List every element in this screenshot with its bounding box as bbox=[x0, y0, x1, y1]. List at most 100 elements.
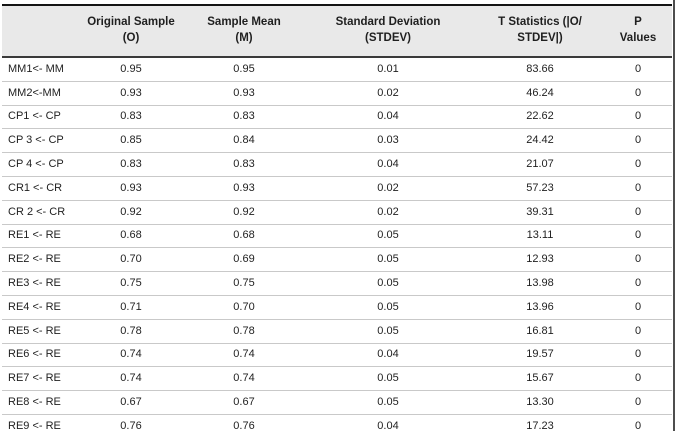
cell-t-statistics: 57.23 bbox=[476, 175, 604, 201]
cell-sample-mean: 0.93 bbox=[188, 80, 300, 106]
cell-t-statistics: 15.67 bbox=[476, 366, 604, 391]
cell-t-statistics: 24.42 bbox=[476, 128, 604, 153]
cell-p-values: 0 bbox=[604, 104, 672, 129]
cell-t-statistics: 13.96 bbox=[476, 294, 604, 320]
cell-original-sample: 0.92 bbox=[74, 199, 188, 225]
row-label: MM2<-MM bbox=[2, 80, 74, 106]
cell-sample-mean: 0.78 bbox=[188, 318, 300, 344]
cell-sample-mean: 0.84 bbox=[188, 128, 300, 153]
statistics-table: Original Sample (O) Sample Mean (M) Stan… bbox=[2, 4, 672, 431]
cell-p-values: 0 bbox=[604, 199, 672, 225]
cell-t-statistics: 13.11 bbox=[476, 223, 604, 248]
cell-t-statistics: 13.30 bbox=[476, 390, 604, 415]
cell-t-statistics: 39.31 bbox=[476, 199, 604, 225]
row-label: RE1 <- RE bbox=[2, 223, 74, 248]
cell-t-statistics: 17.23 bbox=[476, 413, 604, 431]
cell-stdev: 0.05 bbox=[300, 390, 476, 415]
table-row: RE2 <- RE 0.70 0.69 0.05 12.93 0 bbox=[2, 247, 672, 272]
cell-original-sample: 0.85 bbox=[74, 128, 188, 153]
cell-sample-mean: 0.93 bbox=[188, 175, 300, 201]
row-label: CR 2 <- CR bbox=[2, 199, 74, 225]
cell-original-sample: 0.68 bbox=[74, 223, 188, 248]
cell-sample-mean: 0.76 bbox=[188, 413, 300, 431]
table-row: CR 2 <- CR 0.92 0.92 0.02 39.31 0 bbox=[2, 199, 672, 225]
cell-sample-mean: 0.75 bbox=[188, 271, 300, 296]
cell-p-values: 0 bbox=[604, 247, 672, 272]
cell-p-values: 0 bbox=[604, 271, 672, 296]
cell-original-sample: 0.75 bbox=[74, 271, 188, 296]
cell-stdev: 0.04 bbox=[300, 342, 476, 367]
cell-t-statistics: 19.57 bbox=[476, 342, 604, 367]
row-label: RE9 <- RE bbox=[2, 413, 74, 431]
cell-original-sample: 0.95 bbox=[120, 62, 142, 75]
col-header-sample-mean: Sample Mean (M) bbox=[188, 5, 300, 58]
row-label: CR1 <- CR bbox=[2, 175, 74, 201]
row-label: RE3 <- RE bbox=[2, 271, 74, 296]
table-row: CP 4 <- CP 0.83 0.83 0.04 21.07 0 bbox=[2, 152, 672, 177]
cell-sample-mean: 0.74 bbox=[188, 342, 300, 367]
cell-stdev: 0.05 bbox=[300, 366, 476, 391]
col-header-stdev: Standard Deviation (STDEV) bbox=[300, 5, 476, 58]
col-header-path bbox=[2, 5, 74, 58]
cell-t-statistics: 16.81 bbox=[476, 318, 604, 344]
cell-p-values: 0 bbox=[604, 128, 672, 153]
cell-sample-mean: 0.92 bbox=[188, 199, 300, 225]
cell-p-values: 0 bbox=[604, 175, 672, 201]
cell-t-statistics: 12.93 bbox=[476, 247, 604, 272]
cell-stdev: 0.05 bbox=[300, 271, 476, 296]
cell-p-values: 0 bbox=[604, 294, 672, 320]
cell-p-values: 0 bbox=[604, 152, 672, 177]
cell-original-sample: 0.70 bbox=[74, 247, 188, 272]
cell-original-sample: 0.83 bbox=[74, 104, 188, 129]
cell-original-sample: 0.67 bbox=[74, 390, 188, 415]
table-row: CP 3 <- CP 0.85 0.84 0.03 24.42 0 bbox=[2, 128, 672, 153]
col-header-t-statistics: T Statistics (|O/ STDEV|) bbox=[476, 5, 604, 58]
cell-original-sample: 0.83 bbox=[74, 152, 188, 177]
cell-stdev: 0.03 bbox=[300, 128, 476, 153]
row-label: RE5 <- RE bbox=[2, 318, 74, 344]
cell-stdev: 0.04 bbox=[300, 152, 476, 177]
cell-sample-mean: 0.83 bbox=[188, 104, 300, 129]
cell-sample-mean: 0.74 bbox=[188, 366, 300, 391]
cell-t-statistics: 13.98 bbox=[476, 271, 604, 296]
cell-stdev: 0.05 bbox=[300, 294, 476, 320]
cell-stdev: 0.05 bbox=[300, 223, 476, 248]
cell-t-statistics: 21.07 bbox=[476, 152, 604, 177]
cell-stdev: 0.01 bbox=[377, 62, 399, 75]
cell-original-sample: 0.74 bbox=[74, 366, 188, 391]
table-row: RE1 <- RE 0.68 0.68 0.05 13.11 0 bbox=[2, 223, 672, 248]
table-row: RE6 <- RE 0.74 0.74 0.04 19.57 0 bbox=[2, 342, 672, 367]
table-row: RE8 <- RE 0.67 0.67 0.05 13.30 0 bbox=[2, 390, 672, 415]
cell-original-sample: 0.78 bbox=[74, 318, 188, 344]
cell-original-sample: 0.93 bbox=[74, 175, 188, 201]
cell-stdev: 0.05 bbox=[300, 247, 476, 272]
table-row: RE7 <- RE 0.74 0.74 0.05 15.67 0 bbox=[2, 366, 672, 391]
table-row: RE3 <- RE 0.75 0.75 0.05 13.98 0 bbox=[2, 271, 672, 296]
cell-sample-mean: 0.83 bbox=[188, 152, 300, 177]
row-label: CP 3 <- CP bbox=[2, 128, 74, 153]
table-row: CR1 <- CR 0.93 0.93 0.02 57.23 0 bbox=[2, 175, 672, 201]
cell-sample-mean: 0.69 bbox=[188, 247, 300, 272]
cell-p-values: 0 bbox=[604, 318, 672, 344]
cell-p-values: 0 bbox=[604, 342, 672, 367]
row-label: RE7 <- RE bbox=[2, 366, 74, 391]
cell-p-values: 0 bbox=[604, 390, 672, 415]
row-label: MM1<- MM bbox=[8, 62, 64, 75]
cell-sample-mean: 0.68 bbox=[188, 223, 300, 248]
cell-original-sample: 0.74 bbox=[74, 342, 188, 367]
cell-original-sample: 0.71 bbox=[74, 294, 188, 320]
col-header-original-sample: Original Sample (O) bbox=[74, 5, 188, 58]
cell-original-sample: 0.93 bbox=[74, 80, 188, 106]
cell-t-statistics: 83.66 bbox=[526, 62, 554, 75]
cell-stdev: 0.02 bbox=[300, 199, 476, 225]
cell-original-sample: 0.76 bbox=[74, 413, 188, 431]
cell-stdev: 0.02 bbox=[300, 175, 476, 201]
cell-t-statistics: 46.24 bbox=[476, 80, 604, 106]
table-row: MM1<- MM 0.95 0.95 0.01 83.66 0 bbox=[2, 57, 672, 81]
cell-p-values: 0 bbox=[634, 62, 642, 75]
table-row: RE4 <- RE 0.71 0.70 0.05 13.96 0 bbox=[2, 294, 672, 320]
table-body: MM1<- MM 0.95 0.95 0.01 83.66 0 MM2<-MM 0.93 0.9… bbox=[2, 57, 672, 431]
cell-stdev: 0.04 bbox=[300, 104, 476, 129]
row-label: RE4 <- RE bbox=[2, 294, 74, 320]
